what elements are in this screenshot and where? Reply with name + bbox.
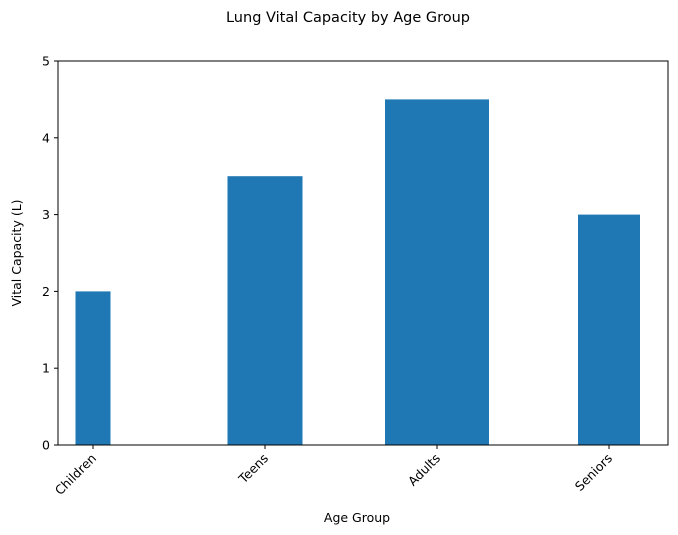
bar-seniors bbox=[578, 214, 640, 445]
y-axis-label: Vital Capacity (L) bbox=[9, 199, 24, 306]
y-tick-label: 0 bbox=[42, 438, 50, 453]
bar-adults bbox=[385, 99, 489, 446]
y-tick-label: 5 bbox=[42, 54, 50, 69]
bar-teens bbox=[227, 176, 303, 445]
y-tick-label: 1 bbox=[42, 361, 50, 376]
x-tick-label-children: Children bbox=[52, 451, 99, 498]
x-axis: Children Teens Adults Seniors bbox=[52, 445, 615, 498]
x-tick-label-teens: Teens bbox=[235, 451, 271, 487]
x-tick-label-adults: Adults bbox=[405, 451, 443, 489]
bars-group bbox=[75, 99, 640, 446]
y-tick-label: 3 bbox=[42, 207, 50, 222]
x-axis-label: Age Group bbox=[324, 510, 390, 525]
y-tick-label: 2 bbox=[42, 284, 50, 299]
y-tick-label: 4 bbox=[42, 130, 50, 145]
x-tick-label-seniors: Seniors bbox=[572, 451, 615, 494]
plot-frame bbox=[57, 60, 669, 446]
y-axis: 0 1 2 3 4 5 bbox=[42, 54, 58, 453]
bar-children bbox=[75, 291, 111, 445]
chart-title: Lung Vital Capacity by Age Group bbox=[226, 10, 470, 26]
